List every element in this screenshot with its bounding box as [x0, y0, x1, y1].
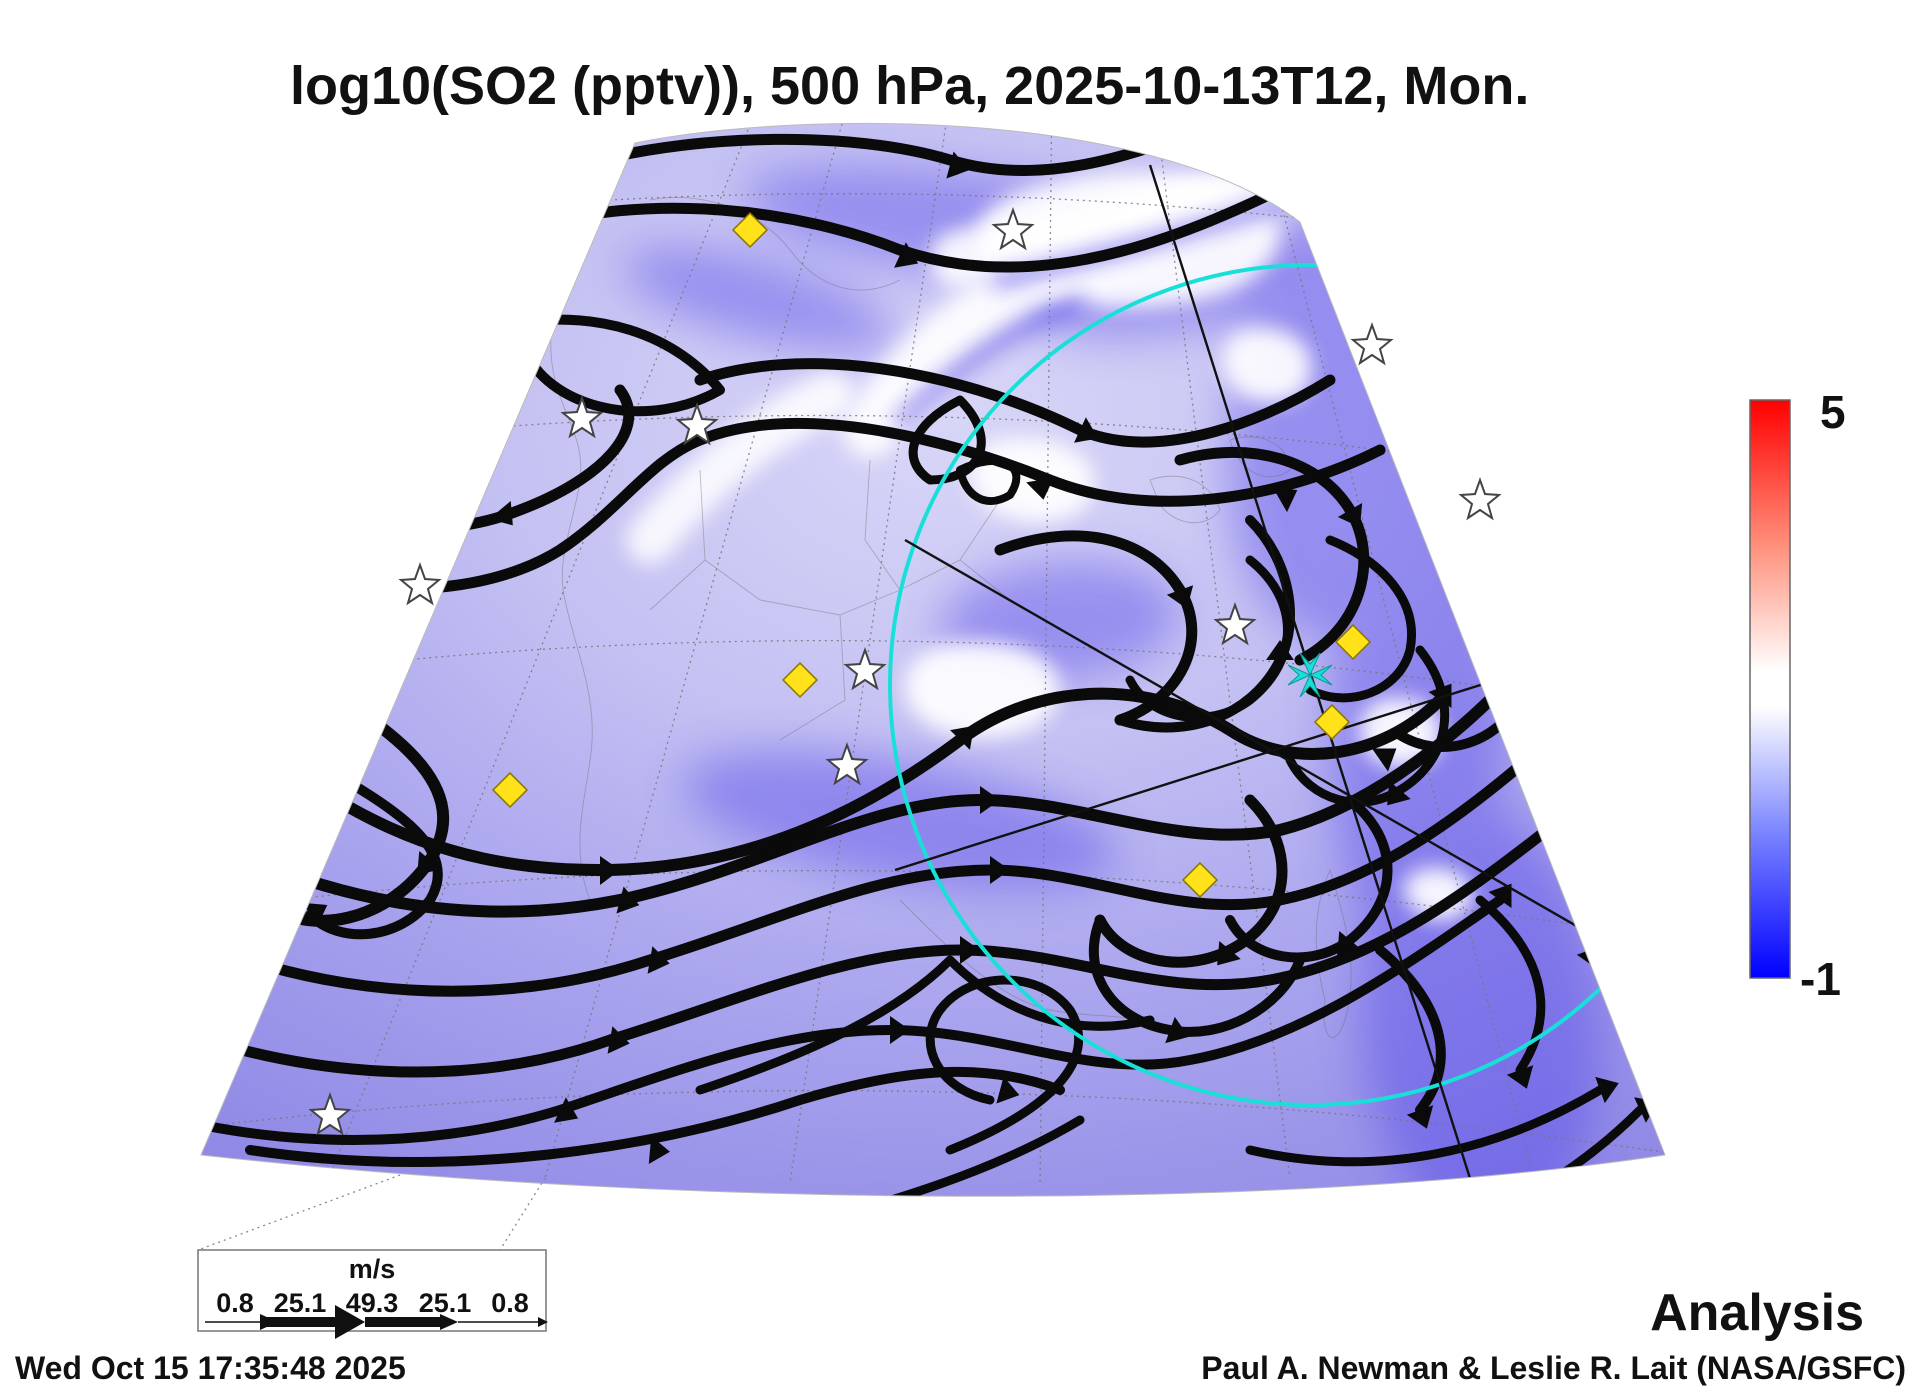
svg-text:m/s: m/s	[349, 1254, 396, 1284]
svg-text:0.8: 0.8	[216, 1288, 254, 1318]
svg-text:5: 5	[1820, 386, 1846, 438]
svg-text:25.1: 25.1	[419, 1288, 472, 1318]
svg-text:25.1: 25.1	[274, 1288, 327, 1318]
svg-text:49.3: 49.3	[346, 1288, 399, 1318]
svg-text:0.8: 0.8	[491, 1288, 529, 1318]
svg-text:-1: -1	[1800, 953, 1841, 1005]
